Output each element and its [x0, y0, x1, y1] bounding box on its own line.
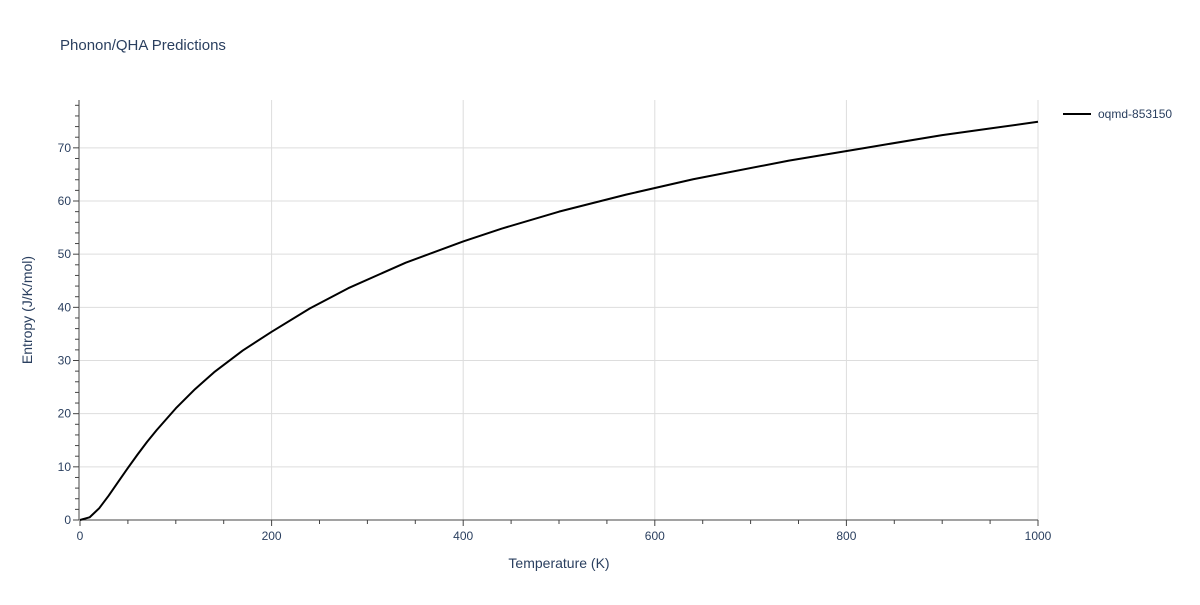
- y-tick-label: 50: [58, 247, 72, 261]
- axes-layer: 0 200 400 600 800 1000 0 10 20 30 40 50 60 70: [58, 100, 1052, 543]
- y-tick-label: 0: [64, 513, 71, 527]
- series-line-oqmd-853150[interactable]: [79, 120, 1039, 521]
- y-tick-label: 70: [58, 141, 72, 155]
- y-tick-label: 10: [58, 460, 72, 474]
- legend[interactable]: oqmd-853150: [1063, 107, 1172, 121]
- x-tick-label: 800: [836, 529, 856, 543]
- x-tick-label: 600: [645, 529, 665, 543]
- grid-layer: [80, 100, 1039, 520]
- chart-title: Phonon/QHA Predictions: [60, 37, 226, 54]
- x-axis-label: Temperature (K): [508, 555, 609, 571]
- y-tick-label: 30: [58, 354, 72, 368]
- y-tick-label: 40: [58, 300, 72, 314]
- y-tick-label: 20: [58, 407, 72, 421]
- y-tick-label: 60: [58, 194, 72, 208]
- x-tick-label: 200: [262, 529, 282, 543]
- x-tick-label: 0: [77, 529, 84, 543]
- y-axis-label: Entropy (J/K/mol): [19, 256, 35, 364]
- x-tick-label: 1000: [1025, 529, 1052, 543]
- series-layer: [79, 120, 1039, 521]
- x-tick-label: 400: [453, 529, 473, 543]
- legend-label: oqmd-853150: [1098, 107, 1172, 121]
